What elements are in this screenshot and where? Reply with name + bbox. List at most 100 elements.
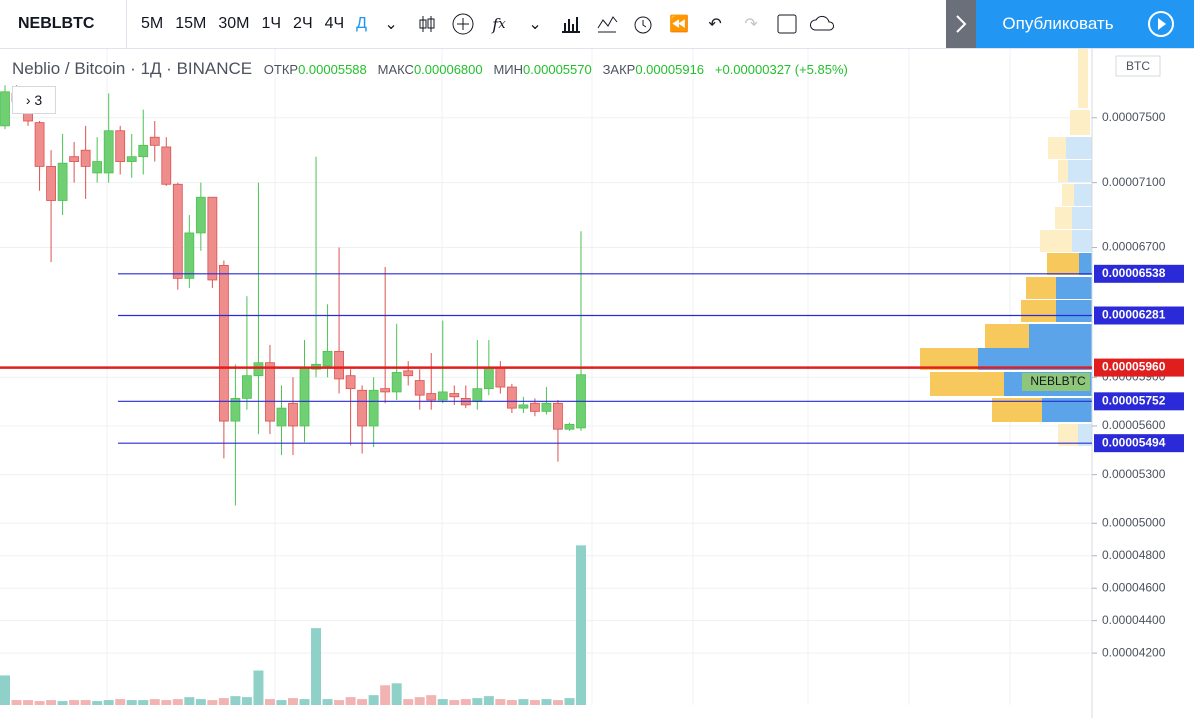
interval[interactable]: 30М — [218, 15, 250, 32]
candle-body — [253, 362, 264, 377]
candle-body — [218, 264, 229, 422]
undo[interactable]: ↶ — [708, 16, 722, 33]
volume-bar — [437, 699, 448, 705]
candle-body — [380, 388, 391, 393]
interval[interactable]: 15М — [175, 15, 207, 32]
y-tick-label: 0.00007500 — [1102, 110, 1166, 124]
volume-bar — [552, 700, 563, 705]
save[interactable] — [805, 0, 841, 48]
candle-body — [426, 393, 437, 401]
volume-bar — [414, 697, 425, 705]
candle-body — [334, 350, 344, 380]
volume-bar — [276, 700, 287, 705]
volume-bar — [195, 699, 206, 705]
symbol[interactable]: NEBLBTC — [0, 0, 127, 48]
volume-bar — [449, 700, 460, 705]
volume-bar — [23, 700, 34, 705]
profile-label: NEBLBTC — [1030, 374, 1086, 388]
candle-body — [541, 402, 552, 412]
replay[interactable]: ⏪ — [669, 16, 689, 33]
candle-body — [553, 402, 563, 430]
volume-bar — [564, 698, 575, 705]
y-tick-label: 0.00006700 — [1102, 240, 1166, 254]
volume-bar — [426, 695, 437, 705]
templates[interactable] — [589, 0, 625, 48]
interval[interactable]: Д — [356, 15, 368, 32]
price-label-box — [1094, 392, 1184, 411]
price-label-box — [1094, 306, 1184, 325]
candle-body — [437, 391, 448, 401]
publish-button[interactable]: Опубликовать — [976, 0, 1140, 48]
volume-bar — [34, 701, 45, 705]
candle-body — [483, 367, 494, 390]
volume-bar — [115, 699, 126, 705]
high-label: МАКС — [377, 62, 414, 77]
intervals: 5М 15М 30М 1Ч 2Ч 4Ч Д — [127, 15, 373, 33]
volume-bar — [299, 699, 310, 705]
price-label: 0.00006538 — [1102, 266, 1166, 280]
currency-box — [1115, 55, 1161, 77]
volume-bar — [403, 699, 414, 705]
candle-body — [506, 386, 517, 409]
close-value: 0.00005916 — [635, 62, 705, 77]
fullscreen[interactable] — [769, 0, 805, 48]
candle-body — [322, 350, 333, 367]
candle-body — [34, 122, 45, 167]
candle-body — [495, 367, 506, 388]
chart-type[interactable] — [409, 0, 445, 48]
candle-body — [242, 375, 252, 399]
candle-body — [518, 404, 529, 409]
volume-bar — [529, 700, 540, 705]
candle-body — [184, 232, 195, 279]
interval[interactable]: 2Ч — [293, 15, 313, 32]
price-label-box — [1094, 264, 1184, 283]
play-button[interactable] — [1140, 0, 1194, 48]
alert[interactable] — [625, 0, 661, 48]
candle-body — [564, 423, 575, 430]
more-arrow[interactable] — [946, 0, 976, 48]
redo[interactable]: ↷ — [744, 16, 758, 33]
candle-body — [138, 144, 149, 158]
volume-bar — [126, 700, 137, 705]
indicators-add[interactable] — [445, 0, 481, 48]
interval[interactable]: 1Ч — [261, 15, 282, 32]
volume-bar — [380, 685, 391, 705]
volume-bar — [103, 700, 114, 705]
volume-bar — [161, 700, 172, 705]
volume-bar — [207, 700, 218, 705]
candle-body — [172, 183, 183, 279]
volume-bar — [253, 670, 264, 705]
volume-bar — [357, 699, 368, 705]
legend-title: Neblio / Bitcoin · 1Д · BINANCE — [12, 59, 253, 78]
price-label: 0.00006281 — [1102, 308, 1166, 322]
y-tick-label: 0.00004200 — [1102, 645, 1166, 659]
price-label-box — [1094, 358, 1184, 377]
candle-body — [403, 370, 414, 377]
interval[interactable]: 5М — [141, 15, 164, 32]
price-label-box — [1094, 434, 1184, 453]
compare[interactable] — [553, 0, 589, 48]
candle-body — [288, 402, 298, 427]
close-label: ЗАКР — [602, 62, 636, 77]
dropdown2[interactable]: ⌄ — [528, 16, 542, 33]
candle-body — [530, 402, 540, 412]
candle-body — [92, 161, 103, 174]
candle-body — [46, 166, 56, 201]
candle-body — [230, 397, 241, 422]
candle-body — [149, 136, 160, 146]
candle-body — [345, 375, 356, 390]
candle-body — [161, 146, 172, 185]
volume-bar — [322, 699, 333, 705]
volume-bar — [495, 699, 506, 705]
volume-bar — [230, 696, 241, 705]
candle-body — [357, 389, 368, 427]
candle-body — [195, 196, 206, 234]
collapse-badge[interactable]: › 3 — [12, 86, 56, 114]
volume-bar — [345, 697, 356, 705]
interval[interactable]: 4Ч — [324, 15, 345, 32]
candle-body — [414, 380, 425, 396]
volume-bar — [472, 698, 483, 705]
dropdown[interactable]: ⌄ — [384, 16, 398, 33]
